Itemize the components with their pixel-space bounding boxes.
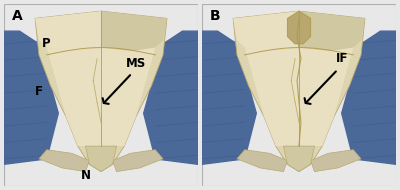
Polygon shape xyxy=(35,11,101,51)
Polygon shape xyxy=(113,150,163,172)
Text: F: F xyxy=(35,85,43,98)
Text: N: N xyxy=(80,169,90,182)
Polygon shape xyxy=(284,146,314,172)
Polygon shape xyxy=(4,31,58,164)
Text: MS: MS xyxy=(126,58,146,70)
Text: P: P xyxy=(42,37,51,50)
Polygon shape xyxy=(144,31,198,164)
Polygon shape xyxy=(237,150,287,172)
Polygon shape xyxy=(233,11,365,172)
Text: B: B xyxy=(210,9,220,23)
Polygon shape xyxy=(35,11,167,172)
Polygon shape xyxy=(342,31,396,164)
Polygon shape xyxy=(299,11,365,51)
Polygon shape xyxy=(101,11,167,51)
Polygon shape xyxy=(202,31,256,164)
Polygon shape xyxy=(233,11,299,51)
Text: A: A xyxy=(12,9,22,23)
Polygon shape xyxy=(245,48,353,146)
Polygon shape xyxy=(86,146,116,172)
Polygon shape xyxy=(47,48,155,146)
Text: IF: IF xyxy=(336,52,348,65)
Polygon shape xyxy=(311,150,361,172)
Polygon shape xyxy=(287,11,311,44)
Polygon shape xyxy=(39,150,89,172)
